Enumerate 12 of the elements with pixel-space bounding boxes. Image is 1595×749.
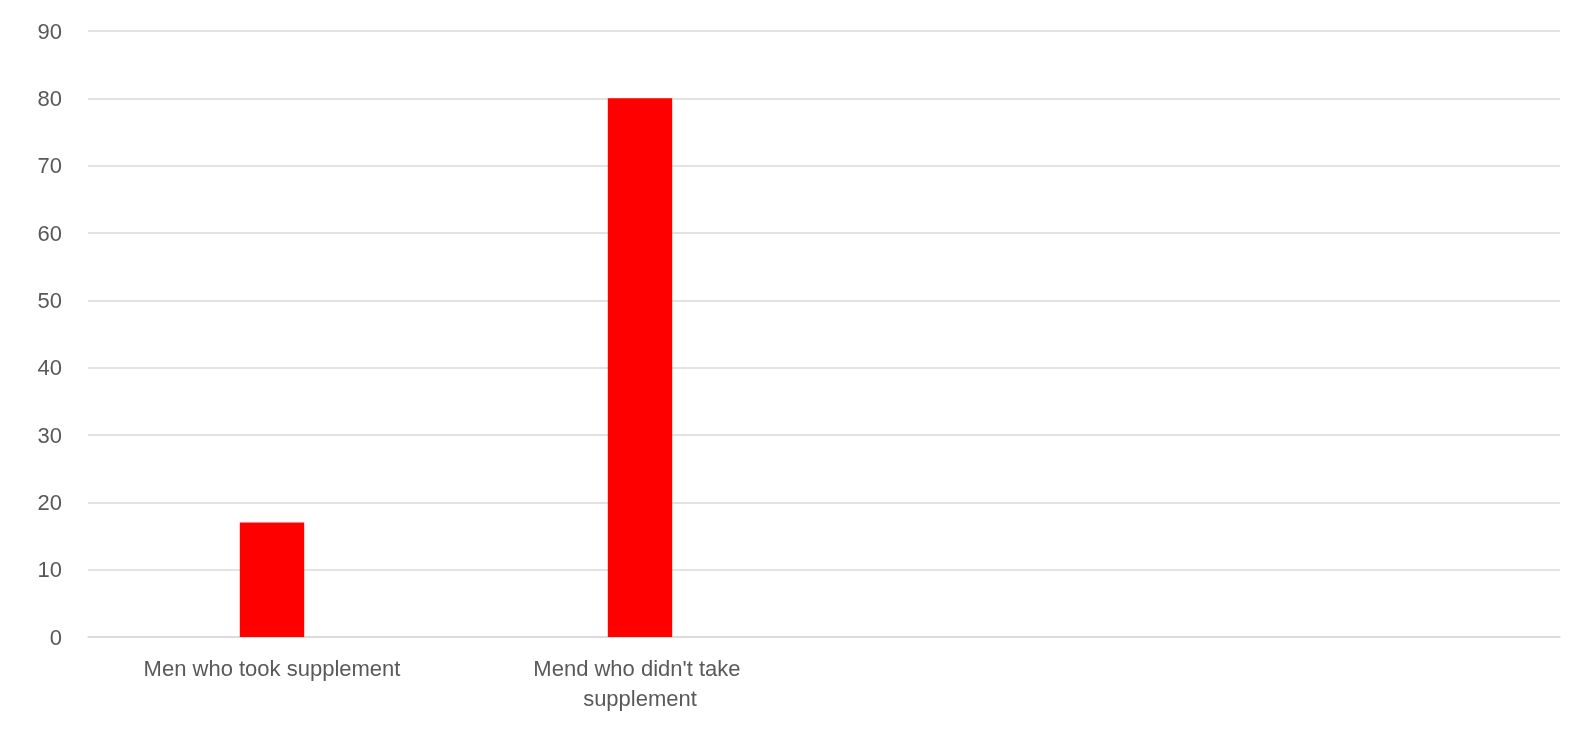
y-tick-label: 10: [37, 557, 62, 583]
x-tick-label: Mend who didn't take supplement: [533, 655, 747, 711]
y-tick-label: 90: [37, 18, 62, 44]
y-tick-label: 60: [37, 220, 62, 246]
y-tick-label: 20: [37, 489, 62, 515]
y-tick-label: 0: [49, 624, 62, 650]
y-tick-label: 50: [37, 287, 62, 313]
y-tick-label: 70: [37, 153, 62, 179]
y-tick-label: 30: [37, 422, 62, 448]
x-tick-label: Men who took supplement: [143, 655, 401, 681]
y-tick-label: 40: [37, 355, 62, 381]
y-tick-label: 80: [37, 85, 62, 111]
